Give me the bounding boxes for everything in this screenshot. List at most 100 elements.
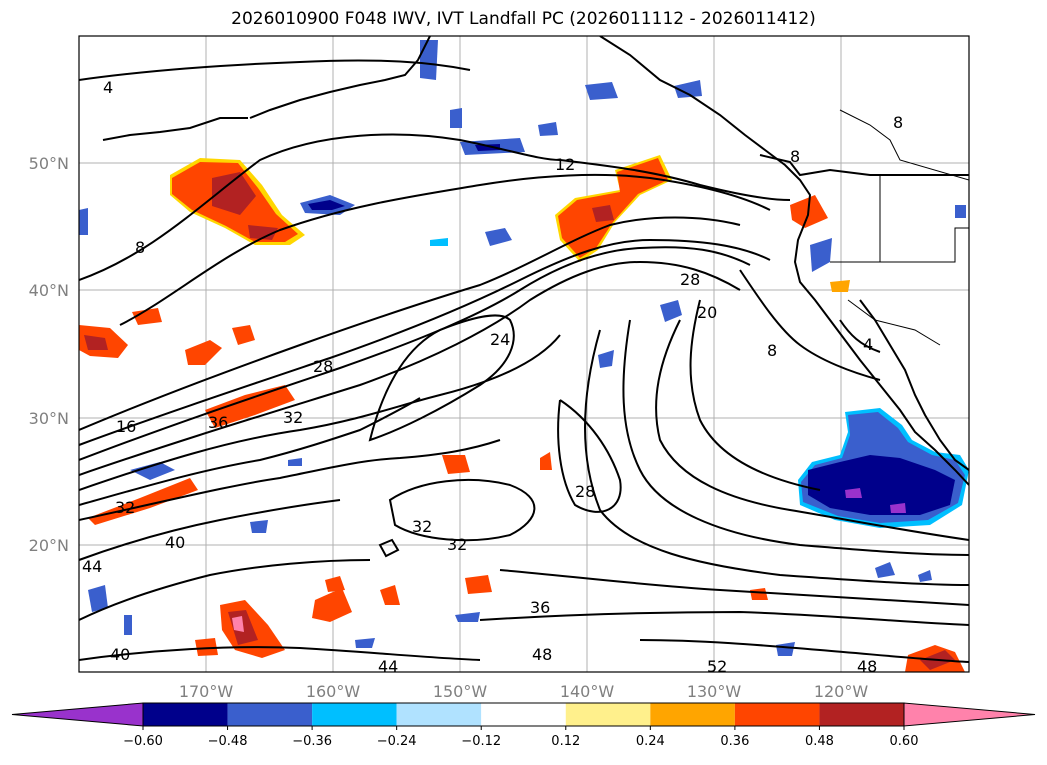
colorbar-tick-label: −0.60: [123, 734, 163, 749]
contour-32-closed: [388, 479, 536, 542]
map-background: [79, 36, 969, 672]
lat-label-30n: 30°N: [29, 409, 69, 428]
contour-20-south: [655, 319, 969, 541]
contour-label: 8: [893, 113, 903, 132]
positive-patch-south-6: [195, 638, 218, 656]
contour-40-south: [79, 559, 371, 621]
map-frame: [78, 35, 970, 673]
strong-positive-patch-north-pacific: [212, 172, 256, 215]
contour-label: 4: [103, 78, 113, 97]
contour-labels: 4 12 8 28 24 20 16 36 32 28 32 40 44 32 …: [82, 78, 903, 676]
negative-patch-mid: [485, 228, 512, 246]
negative-patch-alaska: [420, 40, 438, 80]
positive-patch-south-band: [88, 478, 198, 525]
positive-patch-south-2: [312, 588, 352, 622]
contour-label: 36: [208, 413, 228, 432]
iwv-contours: [79, 59, 969, 663]
colorbar-extension-max: [903, 702, 1036, 727]
positive-patch-south-5: [465, 575, 492, 594]
lat-label-50n: 50°N: [29, 154, 69, 173]
gridlines: [79, 36, 969, 672]
colorbar-segment: [396, 703, 482, 726]
colorbar: −0.60 −0.48 −0.36 −0.24 −0.12 0.12 0.24 0.36 0.4…: [11, 702, 1036, 749]
colorbar-tick-label: −0.36: [292, 734, 332, 749]
lat-label-20n: 20°N: [29, 536, 69, 555]
negative-patch-center-4: [250, 520, 268, 533]
positive-patch-subtropical-band: [205, 385, 295, 428]
negative-patch-alaska-3: [674, 80, 702, 98]
contour-label: 8: [790, 147, 800, 166]
contour-label: 28: [680, 270, 700, 289]
lon-label-120w: 120°W: [814, 682, 869, 701]
positive-patch-center: [442, 455, 470, 474]
very-strong-positive-patch: [232, 616, 244, 632]
lat-label-40n: 40°N: [29, 281, 69, 300]
hawaii-island: [378, 538, 400, 558]
aleutian-islands: [102, 117, 248, 141]
contour-24-south: [689, 299, 821, 491]
contour-12: [119, 173, 771, 326]
negative-patch-south-7: [355, 638, 375, 648]
lon-label-160w: 160°W: [306, 682, 361, 701]
pc-fill-patches: [79, 40, 969, 672]
contour-label: 40: [165, 533, 185, 552]
contour-label: 28: [313, 357, 333, 376]
contour-28-loop: [557, 399, 622, 513]
colorbar-segment: [565, 703, 651, 726]
colorbar-segment: [143, 703, 228, 726]
contour-44-south: [79, 646, 481, 661]
contour-48: [479, 610, 969, 626]
colorbar-tick-label: 0.60: [890, 734, 919, 749]
colorbar-tick-label: −0.48: [208, 734, 248, 749]
map-title: 2026010900 F048 IWV, IVT Landfall PC (20…: [231, 9, 816, 29]
colorbar-tick-label: 0.12: [551, 734, 580, 749]
coastline-alaska-peninsula: [249, 36, 431, 119]
positive-patch-east: [750, 588, 768, 600]
contour-label: 36: [530, 598, 550, 617]
coastline-baja-gulf: [859, 299, 969, 471]
negative-patch-southwest: [88, 585, 108, 612]
colorbar-tick-label: 0.36: [720, 734, 749, 749]
coastlines: [102, 36, 969, 558]
colorbar-tick-label: 0.24: [636, 734, 665, 749]
coastline-north-america-west: [599, 36, 969, 486]
contour-4: [79, 59, 471, 81]
extreme-negative-patch-baja: [845, 488, 862, 498]
positive-patch-south-4: [380, 585, 400, 605]
contour-24-closed: [368, 314, 515, 442]
contour-label: 32: [115, 498, 135, 517]
positive-patch-center-2: [540, 452, 552, 470]
lon-label-130w: 130°W: [687, 682, 742, 701]
colorbar-extension-min: [11, 702, 144, 727]
contour-label: 44: [82, 557, 102, 576]
contour-16: [79, 216, 741, 431]
positive-patch-small-3: [132, 308, 162, 325]
lon-label-150w: 150°W: [433, 682, 488, 701]
contour-label: 32: [447, 535, 467, 554]
contour-label: 12: [555, 155, 575, 174]
colorbar-segment: [734, 703, 820, 726]
negative-patch-edge-west: [79, 208, 88, 235]
contour-label: 28: [575, 482, 595, 501]
contour-8-coast: [739, 269, 881, 381]
negative-patch-center-3: [288, 458, 302, 466]
lon-label-140w: 140°W: [560, 682, 615, 701]
lon-label-170w: 170°W: [179, 682, 234, 701]
contour-20: [79, 238, 771, 446]
contour-44: [79, 499, 341, 561]
negative-patch-southwest-2: [124, 615, 132, 635]
state-border-2: [830, 227, 969, 263]
positive-patch-central: [558, 158, 668, 258]
contour-36-south: [584, 329, 969, 586]
colorbar-segment: [312, 703, 397, 726]
strong-negative-patch-north: [308, 200, 345, 210]
positive-patch-small-1: [185, 340, 222, 365]
negative-patch-southeast-3: [918, 570, 932, 582]
negative-patch-north-3: [585, 82, 618, 100]
colorbar-tick-label: −0.24: [377, 734, 417, 749]
strong-positive-patch-north-pacific-2: [248, 225, 278, 240]
colorbar-segment: [481, 703, 566, 726]
negative-patch-north-4: [538, 122, 558, 136]
contour-label: 48: [532, 645, 552, 664]
